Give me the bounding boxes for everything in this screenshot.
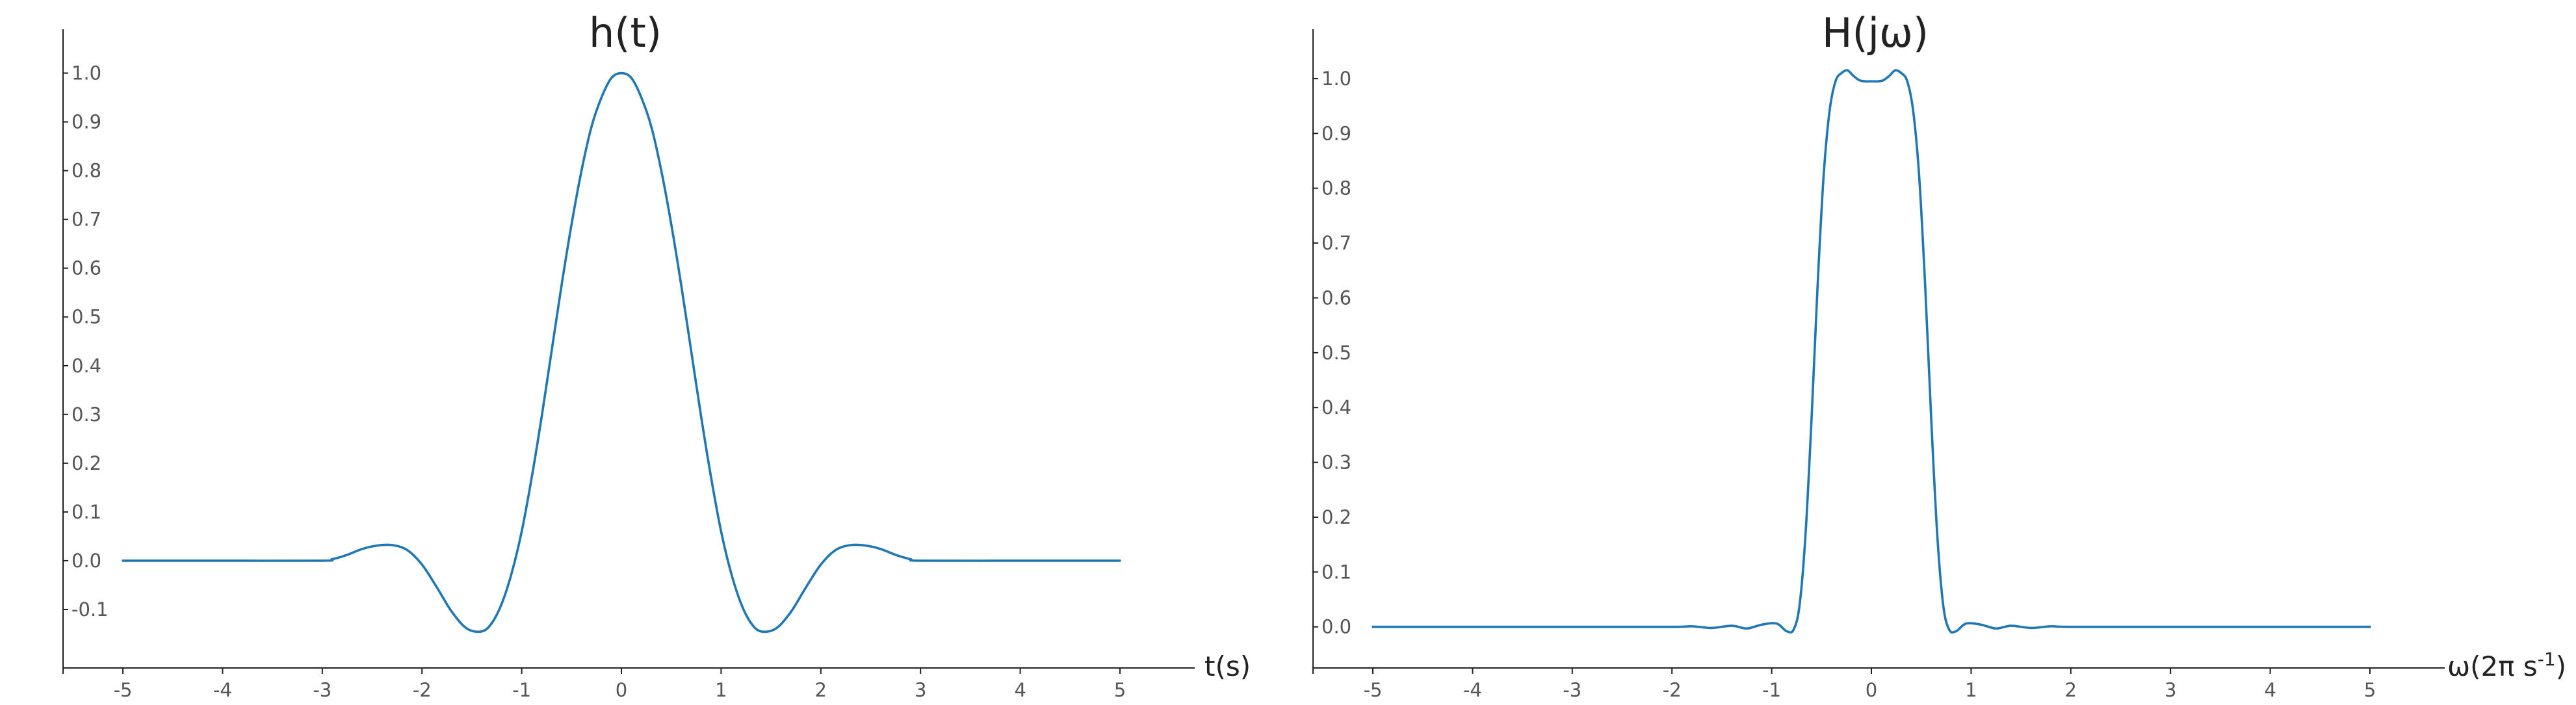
y-tick-label: 0.8 <box>72 160 101 182</box>
x-axis-label-superscript: -1 <box>2538 648 2556 670</box>
y-tick-label: 0.0 <box>1321 616 1351 638</box>
x-tick-label: -4 <box>213 679 232 701</box>
y-tick-label: 1.0 <box>1321 68 1351 90</box>
x-tick-label: 1 <box>1965 679 1977 701</box>
x-tick-label: 0 <box>616 679 627 701</box>
y-tick-label: 0.4 <box>72 355 101 377</box>
x-tick-label: -2 <box>1663 679 1682 701</box>
x-axis-label: t(s) <box>1204 650 1251 682</box>
x-tick-label: -5 <box>1364 679 1383 701</box>
y-tick-label: 0.9 <box>1321 122 1351 144</box>
x-tick-label: 0 <box>1866 679 1877 701</box>
x-tick-label: -4 <box>1463 679 1482 701</box>
x-tick-label: 3 <box>2165 679 2176 701</box>
chart-title: H(jω) <box>1822 9 1929 57</box>
x-axis-label-main: ω(2π s <box>2447 650 2538 682</box>
y-tick-label: 0.1 <box>1321 561 1351 583</box>
y-tick-label: 0.0 <box>72 550 101 572</box>
x-tick-label: -1 <box>1762 679 1781 701</box>
y-tick-label: 0.7 <box>1321 232 1351 254</box>
x-tick-label: -3 <box>1563 679 1581 701</box>
y-tick-label: -0.1 <box>72 598 109 621</box>
y-tick-label: 0.3 <box>1321 452 1351 474</box>
x-axis-label: ω(2π s-1) <box>2447 648 2566 682</box>
y-tick-label: 0.7 <box>72 209 101 231</box>
y-tick-label: 0.2 <box>72 452 101 474</box>
frequency-response-chart: H(jω) -5 -4 -3 -2 -1 0 1 2 3 4 5 0.00.10.20.30.40.… <box>1312 9 2566 701</box>
y-tick-label: 0.9 <box>72 111 101 133</box>
x-tick-label: 4 <box>2264 679 2276 701</box>
y-tick-label: 0.6 <box>72 257 101 279</box>
x-tick-label: 2 <box>815 679 827 701</box>
y-tick-label: 0.2 <box>1321 506 1351 528</box>
x-tick-label: 2 <box>2065 679 2077 701</box>
x-tick-label: -2 <box>413 679 432 701</box>
x-tick-label: 5 <box>1114 679 1126 701</box>
x-axis-label-close: ) <box>2556 650 2566 682</box>
y-ticks: -0.1 0.0 0.1 0.2 0.3 0.4 0.5 0.6 0.7 0.8 0.9 1.0 <box>63 62 109 621</box>
x-tick-label: -3 <box>313 679 332 701</box>
x-tick-label: 4 <box>1014 679 1026 701</box>
chart-title: h(t) <box>589 9 662 57</box>
impulse-response-chart: h(t) -5 -4 -3 -2 -1 0 1 2 3 4 5 -0.1 0.0 0.1 0.2 0.3 0.… <box>62 9 1251 701</box>
x-tick-label: 5 <box>2364 679 2376 701</box>
y-tick-label: 0.3 <box>72 404 101 426</box>
y-tick-label: 0.8 <box>1321 177 1351 199</box>
x-tick-label: -1 <box>512 679 531 701</box>
y-tick-label: 0.5 <box>1321 342 1351 364</box>
x-tick-label: 3 <box>915 679 926 701</box>
y-ticks: 0.0 0.1 0.2 0.3 0.4 0.5 0.6 0.7 0.8 0.9 1.0 <box>1313 68 1351 638</box>
x-ticks: -5 -4 -3 -2 -1 0 1 2 3 4 5 <box>1312 668 2376 701</box>
y-tick-label: 0.5 <box>72 306 101 328</box>
x-tick-label: -5 <box>114 679 133 701</box>
y-tick-label: 0.6 <box>1321 287 1351 309</box>
y-tick-label: 0.4 <box>1321 396 1351 418</box>
x-ticks: -5 -4 -3 -2 -1 0 1 2 3 4 5 <box>62 668 1126 701</box>
y-tick-label: 0.1 <box>72 501 101 523</box>
series-line <box>122 71 1121 634</box>
y-tick-label: 1.0 <box>72 62 101 84</box>
x-tick-label: 1 <box>715 679 727 701</box>
series-line <box>1372 69 2371 634</box>
